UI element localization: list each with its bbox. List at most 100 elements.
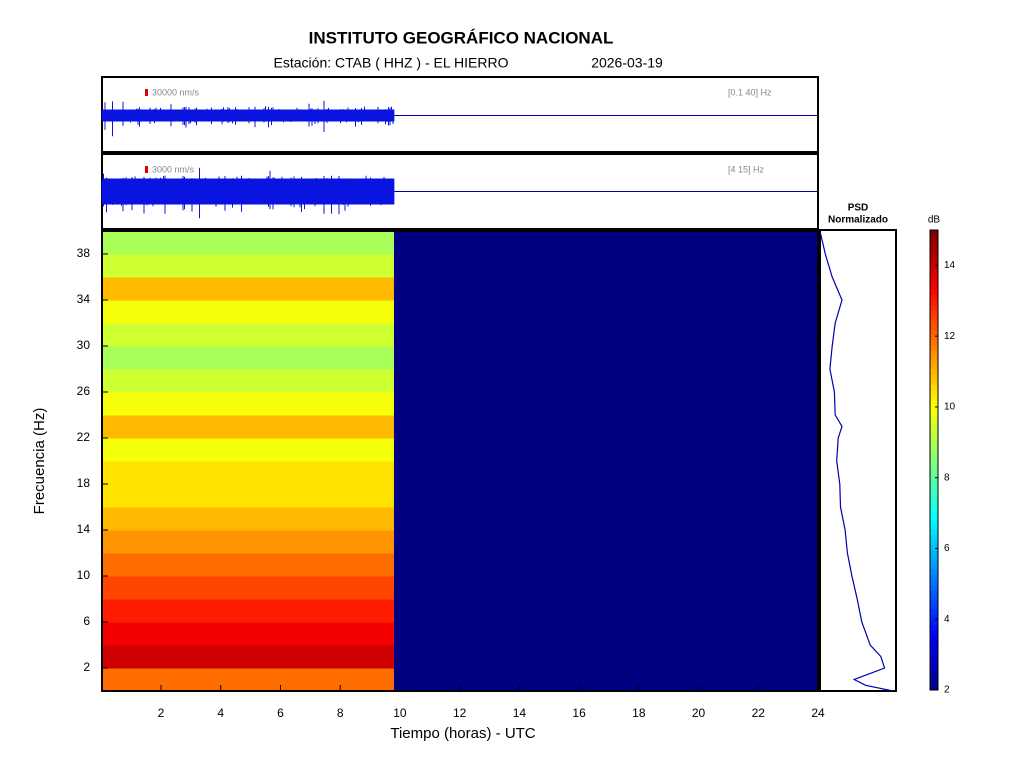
colorbar-swatch	[930, 240, 938, 246]
colorbar-swatch	[930, 645, 938, 651]
colorbar-swatch	[930, 620, 938, 626]
x-tick-label: 18	[632, 706, 646, 720]
colorbar-swatch	[930, 655, 938, 661]
colorbar-swatch	[930, 315, 938, 321]
colorbar-swatch	[930, 365, 938, 371]
colorbar-swatch	[930, 615, 938, 621]
y-tick-label: 6	[83, 614, 90, 628]
colorbar-swatch	[930, 390, 938, 396]
y-tick-label: 22	[77, 430, 91, 444]
x-tick-label: 12	[453, 706, 467, 720]
heat-cell	[393, 300, 818, 324]
colorbar-tick-label: 14	[944, 260, 956, 271]
colorbar-swatch	[930, 530, 938, 536]
colorbar-swatch	[930, 665, 938, 671]
heat-cell	[393, 369, 818, 393]
heat-cell	[393, 346, 818, 370]
heat-cell	[393, 599, 818, 623]
colorbar-swatch	[930, 405, 938, 411]
colorbar-swatch	[930, 445, 938, 451]
heat-cell	[393, 277, 818, 301]
heat-cell	[393, 622, 818, 646]
colorbar-swatch	[930, 535, 938, 541]
heat-cell	[393, 415, 818, 439]
heat-cell	[102, 438, 394, 462]
heat-cell	[102, 346, 394, 370]
trace-noise	[101, 167, 394, 219]
colorbar-swatch	[930, 495, 938, 501]
psd-subtitle: Normalizado	[828, 215, 888, 226]
colorbar-swatch	[930, 560, 938, 566]
colorbar-swatch	[930, 670, 938, 676]
band-label: [4 15] Hz	[728, 164, 765, 174]
colorbar-swatch	[930, 420, 938, 426]
heat-cell	[393, 392, 818, 416]
colorbar-swatch	[930, 295, 938, 301]
x-tick-label: 14	[513, 706, 527, 720]
colorbar-tick-label: 6	[944, 543, 950, 554]
trace-envelope	[102, 178, 395, 205]
station: Estación: CTAB ( HHZ ) - EL HIERRO	[274, 55, 509, 71]
colorbar-swatch	[930, 630, 938, 636]
colorbar-swatch	[930, 520, 938, 526]
scale-bar	[145, 89, 148, 96]
title: INSTITUTO GEOGRÁFICO NACIONAL	[309, 28, 614, 47]
colorbar-tick-label: 2	[944, 685, 950, 696]
heat-cell	[393, 645, 818, 669]
y-tick-label: 14	[77, 522, 91, 536]
heat-cell	[102, 484, 394, 508]
colorbar-swatch	[930, 230, 938, 236]
colorbar-swatch	[930, 415, 938, 421]
scale-label: 3000 nm/s	[152, 164, 195, 174]
colorbar-swatch	[930, 605, 938, 611]
heat-cell	[393, 530, 818, 554]
colorbar-swatch	[930, 500, 938, 506]
heat-cell	[102, 668, 394, 692]
colorbar-swatch	[930, 600, 938, 606]
colorbar-swatch	[930, 285, 938, 291]
colorbar-swatch	[930, 675, 938, 681]
heat-cell	[393, 461, 818, 485]
heat-cell	[393, 553, 818, 577]
colorbar-swatch	[930, 430, 938, 436]
colorbar-frame	[929, 229, 939, 691]
x-tick-label: 10	[393, 706, 407, 720]
heat-cell	[102, 576, 394, 600]
colorbar-swatch	[930, 400, 938, 406]
x-tick-label: 2	[158, 706, 165, 720]
x-tick-label: 16	[572, 706, 586, 720]
colorbar-swatch	[930, 345, 938, 351]
colorbar-swatch	[930, 470, 938, 476]
colorbar-swatch	[930, 275, 938, 281]
scale-label: 30000 nm/s	[152, 87, 200, 97]
colorbar-swatch	[930, 245, 938, 251]
colorbar-swatch	[930, 590, 938, 596]
colorbar-swatch	[930, 490, 938, 496]
colorbar-swatch	[930, 515, 938, 521]
y-tick-label: 38	[77, 246, 91, 260]
heat-cell	[102, 507, 394, 531]
colorbar-tick-label: 8	[944, 472, 950, 483]
colorbar-swatch	[930, 460, 938, 466]
colorbar-swatch	[930, 370, 938, 376]
colorbar-swatch	[930, 340, 938, 346]
colorbar-swatch	[930, 410, 938, 416]
heat-cell	[393, 323, 818, 347]
colorbar-swatch	[930, 350, 938, 356]
colorbar-swatch	[930, 565, 938, 571]
colorbar-swatch	[930, 550, 938, 556]
colorbar-swatch	[930, 255, 938, 261]
heat-cell	[102, 599, 394, 623]
colorbar-swatch	[930, 265, 938, 271]
colorbar-swatch	[930, 575, 938, 581]
colorbar-swatch	[930, 450, 938, 456]
colorbar-swatch	[930, 355, 938, 361]
colorbar-swatch	[930, 660, 938, 666]
colorbar-swatch	[930, 310, 938, 316]
heat-cell	[102, 254, 394, 278]
colorbar-swatch	[930, 305, 938, 311]
heat-cell	[102, 622, 394, 646]
colorbar-swatch	[930, 385, 938, 391]
heat-cell	[102, 300, 394, 324]
colorbar-swatch	[930, 680, 938, 686]
